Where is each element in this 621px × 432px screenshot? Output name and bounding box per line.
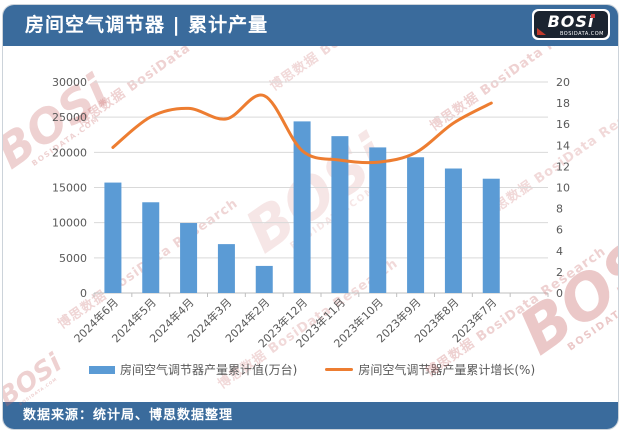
bosi-logo-domain: BOSIDATA.COM [559,31,604,37]
bar [142,202,160,293]
gridlines [94,81,548,294]
left-axis-tick-label: 0 [80,287,87,300]
right-axis-tick-label: 10 [556,182,570,195]
bar [444,168,462,293]
right-axis-tick-label: 20 [556,76,570,89]
legend-bar-label: 房间空气调节器产量累计值(万台) [120,363,298,377]
left-axis-labels: 0 5000 10000 15000 20000 25000 30000 [52,76,87,300]
bar [369,147,387,293]
legend-line-label: 房间空气调节器产量累计增长(%) [358,363,536,377]
header-bar: 房间空气调节器 | 累计产量 BOSi BOSIDATA.COM [3,5,618,46]
left-axis-tick-label: 10000 [52,217,87,230]
bar [482,178,500,293]
page-title: 房间空气调节器 | 累计产量 [25,14,269,36]
logo-triangle-icon [537,28,546,35]
x-axis-ticks [93,293,549,297]
bar [217,244,235,293]
logo-dot-icon [591,14,595,18]
chart-legend: 房间空气调节器产量累计值(万台) 房间空气调节器产量累计增长(%) [89,361,535,378]
growth-line [111,93,493,165]
bar [331,136,349,293]
bar-swatch-icon [89,365,115,374]
bar [180,223,198,293]
legend-item-line-series: 房间空气调节器产量累计增长(%) [325,361,535,378]
production-chart: 0 5000 10000 15000 20000 25000 30000 0 2 4 6 8 10 12 1… [52,76,570,350]
x-axis-labels: 2024年6月2024年5月2024年4月2024年3月2024年2月2023年… [71,295,500,350]
left-axis-tick-label: 20000 [52,146,87,159]
left-axis-tick-label: 5000 [59,252,87,265]
left-axis-tick-label: 25000 [52,111,87,124]
bar [407,157,425,293]
right-axis-tick-label: 8 [556,203,563,216]
bosi-logo-inner: BOSi BOSIDATA.COM [534,11,608,38]
footer-bar: 数据来源：统计局、博思数据整理 [3,402,618,429]
right-axis-tick-label: 18 [556,97,570,110]
bar [293,121,311,294]
bar [104,182,122,293]
right-axis-tick-label: 0 [556,287,563,300]
line-swatch-icon [325,368,354,371]
left-axis-tick-label: 15000 [52,182,87,195]
left-axis-tick-label: 30000 [52,76,87,89]
legend-item-bar-series: 房间空气调节器产量累计值(万台) [89,361,297,378]
right-axis-tick-label: 6 [556,224,563,237]
bosi-logo: BOSi BOSIDATA.COM [532,9,610,40]
right-axis-tick-label: 12 [556,160,570,173]
right-axis-tick-label: 2 [556,266,563,279]
right-axis-tick-label: 4 [556,245,563,258]
bar-series [104,121,500,294]
bar [255,265,273,293]
bosi-logo-text: BOSi [547,12,595,31]
right-axis-labels: 0 2 4 6 8 10 12 14 16 18 20 [556,76,570,300]
data-source-label: 数据来源：统计局、博思数据整理 [23,408,234,423]
right-axis-tick-label: 14 [556,139,570,152]
right-axis-tick-label: 16 [556,118,570,131]
report-card: 房间空气调节器 | 累计产量 BOSi BOSIDATA.COM 0 5000 10… [2,4,619,430]
